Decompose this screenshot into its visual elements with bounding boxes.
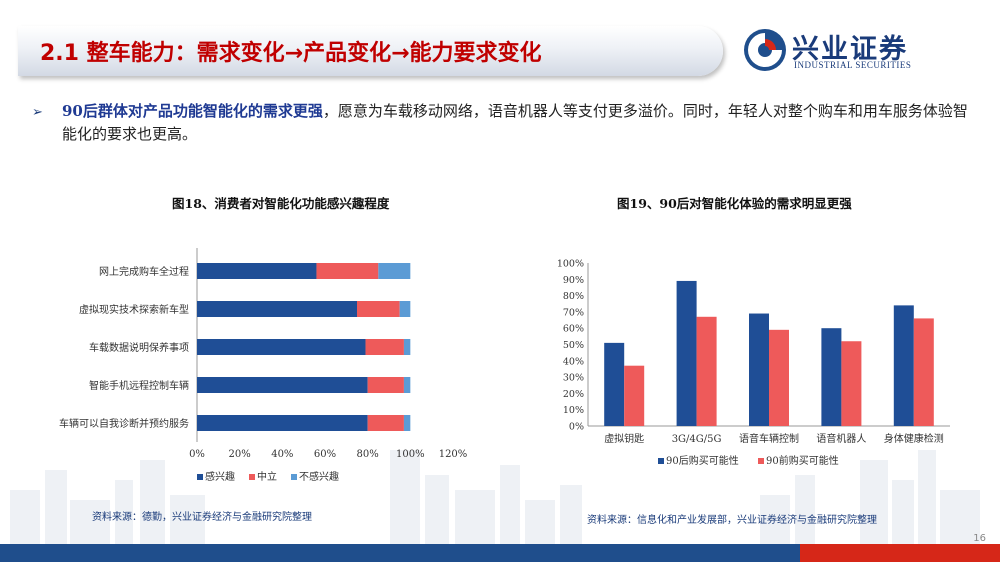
right-grouped-bar-chart: 0% 10% 20% 30% 40% 50% 60% 70% 80% 90% 100% 虚拟钥匙 3G/… — [557, 259, 950, 467]
bar — [913, 318, 934, 426]
bullet-body: ，愿意为车载移动网络，语音机器人等支付更多溢价。同时，年轻人对整个购车和用车服务… — [62, 102, 968, 143]
category-label: 3G/4G/5G — [672, 434, 722, 445]
bar-segment — [365, 339, 404, 355]
legend-label: 中立 — [257, 470, 277, 483]
bar — [604, 342, 625, 426]
bar-segment — [403, 377, 411, 393]
bar-segment — [403, 415, 411, 431]
bar-segment — [367, 377, 404, 393]
x-tick-label: 0% — [189, 449, 205, 460]
x-tick-label: 120% — [439, 449, 468, 460]
bar-segment — [399, 301, 411, 317]
x-tick-label: 100% — [396, 449, 425, 460]
legend-label: 90后购买可能性 — [666, 454, 739, 467]
bar-segment — [197, 377, 368, 393]
left-chart-source: 资料来源：德勤，兴业证券经济与金融研究院整理 — [92, 512, 312, 523]
bar — [749, 313, 769, 426]
y-tick-label: 20% — [563, 389, 584, 400]
category-label: 虚拟现实技术探索新车型 — [79, 303, 189, 316]
bar — [893, 305, 914, 426]
bullet-paragraph: ➢ 90后群体对产品功能智能化的需求更强，愿意为车载移动网络，语音机器人等支付更… — [32, 100, 972, 146]
y-tick-label: 50% — [563, 340, 584, 351]
bar-segment — [316, 263, 379, 279]
category-label: 网上完成购车全过程 — [99, 265, 189, 278]
bar — [676, 280, 697, 426]
page-number: 16 — [973, 533, 986, 544]
y-tick-label: 30% — [563, 373, 584, 384]
y-tick-label: 80% — [563, 291, 584, 302]
brand-logo-icon — [744, 29, 786, 71]
y-tick-label: 60% — [563, 324, 584, 335]
right-chart-source: 资料来源：信息化和产业发展部，兴业证券经济与金融研究院整理 — [587, 515, 877, 526]
legend-swatch — [758, 458, 764, 464]
bar — [624, 365, 645, 426]
x-tick-label: 80% — [357, 449, 379, 460]
y-tick-label: 90% — [563, 275, 584, 286]
bullet-highlight: 90后群体对产品功能智能化的需求更强 — [62, 102, 323, 120]
title-banner: 2.1 整车能力：需求变化→产品变化→能力要求变化 — [18, 26, 723, 76]
legend-swatch — [291, 474, 297, 480]
category-label: 车辆可以自我诊断并预约服务 — [59, 417, 189, 430]
bar-segment — [403, 339, 411, 355]
category-label: 语音车辆控制 — [739, 432, 799, 445]
y-tick-label: 100% — [557, 259, 584, 270]
category-label: 身体健康检测 — [884, 432, 944, 445]
brand-name: 兴业证券 — [792, 34, 908, 65]
x-tick-label: 60% — [314, 449, 336, 460]
legend-label: 90前购买可能性 — [766, 454, 839, 467]
right-chart-caption: 图19、90后对智能化体验的需求明显更强 — [617, 196, 852, 211]
bar-segment — [197, 301, 357, 317]
legend-swatch — [249, 474, 255, 480]
legend-swatch — [197, 474, 203, 480]
y-tick-label: 40% — [563, 356, 584, 367]
category-label: 智能手机远程控制车辆 — [89, 379, 189, 392]
brand-logo: 兴业证券 INDUSTRIAL SECURITIES — [742, 27, 942, 73]
y-tick-label: 0% — [569, 422, 584, 433]
bar-segment — [367, 415, 404, 431]
y-tick-label: 10% — [563, 405, 584, 416]
x-tick-label: 40% — [271, 449, 293, 460]
y-tick-label: 70% — [563, 307, 584, 318]
page-title: 2.1 整车能力：需求变化→产品变化→能力要求变化 — [40, 41, 542, 66]
bar-segment — [197, 263, 317, 279]
category-label: 语音机器人 — [816, 432, 866, 445]
category-label: 虚拟钥匙 — [604, 432, 644, 445]
legend-label: 不感兴趣 — [299, 470, 339, 483]
bar-segment — [378, 263, 411, 279]
bar — [696, 316, 717, 426]
legend-swatch — [658, 458, 664, 464]
city-skyline-decoration — [10, 450, 980, 544]
footer-bar-red — [800, 544, 1000, 562]
category-label: 车载数据说明保养事项 — [89, 341, 189, 354]
bar — [769, 329, 789, 426]
bar-segment — [357, 301, 400, 317]
bar-segment — [197, 339, 366, 355]
bar-segment — [197, 415, 368, 431]
footer-bar-blue — [0, 544, 800, 562]
bar — [841, 341, 862, 426]
x-tick-label: 20% — [229, 449, 251, 460]
left-stacked-bar-chart: 0% 20% 40% 60% 80% 100% 120% 网上完成购车全过程虚拟现实技术探索新… — [59, 248, 468, 483]
legend-label: 感兴趣 — [205, 470, 235, 483]
brand-name-en: INDUSTRIAL SECURITIES — [794, 60, 912, 70]
arrow-bullet-icon: ➢ — [32, 105, 43, 120]
left-chart-caption: 图18、消费者对智能化功能感兴趣程度 — [172, 196, 390, 211]
bar — [821, 328, 842, 426]
